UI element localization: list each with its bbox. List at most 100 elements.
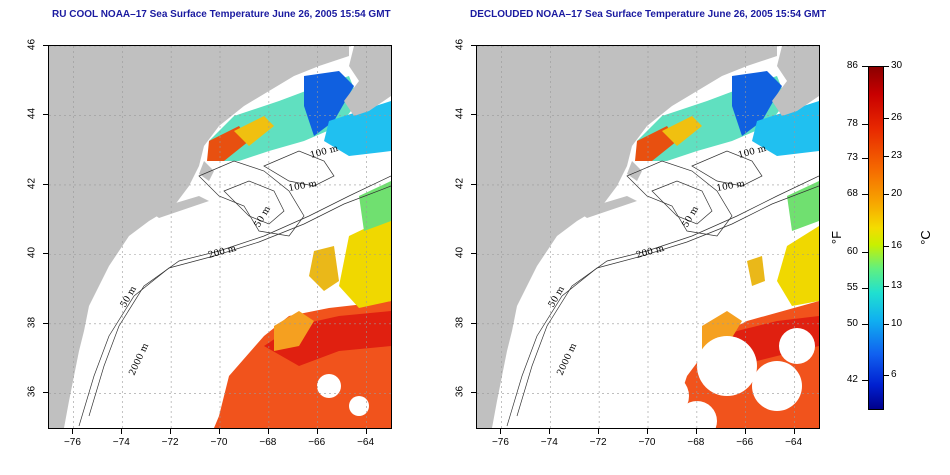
celsius-tick-label: 20 [891,188,903,199]
longitude-tick-label: −64 [357,437,375,448]
longitude-tick-mark [549,429,551,434]
longitude-tick-label: −64 [785,437,803,448]
depth-contour [78,185,391,427]
right-sst-map: 100 m 100 m 50 m 200 m 50 m 2000 m [476,45,820,429]
celsius-tick-mark [883,66,889,67]
fahrenheit-tick-label: 42 [846,374,858,385]
longitude-tick-mark [793,429,795,434]
fahrenheit-tick-mark [862,288,868,289]
celsius-tick-mark [883,375,889,376]
latitude-tick-mark [471,45,476,46]
fahrenheit-tick-label: 86 [846,60,858,71]
nova-scotia-land [772,46,819,116]
longitude-tick-mark [121,429,123,434]
fahrenheit-tick-mark [862,324,868,325]
celsius-tick-label: 26 [891,112,903,123]
celsius-tick-label: 6 [891,369,897,380]
celsius-tick-label: 23 [891,150,903,161]
latitude-tick-mark [471,322,476,324]
bay-of-fundy-cold-water [732,71,782,136]
latitude-tick-mark [43,253,48,255]
nova-scotia-land [344,46,391,116]
longitude-tick-mark [72,429,74,434]
latitude-tick-mark [471,183,476,185]
celsius-tick-mark [883,246,889,247]
longitude-tick-mark [219,429,220,434]
longitude-tick-label: −68 [259,437,277,448]
fahrenheit-tick-label: 60 [846,246,858,257]
latitude-tick-mark [471,392,476,394]
left-sst-map: 100 m 100 m 50 m 200 m 50 m 2000 m [48,45,392,429]
contour-label: 100 m [716,179,746,194]
longitude-tick-mark [695,429,697,434]
depth-contour [263,150,335,187]
fahrenheit-tick-label: 50 [846,318,858,329]
celsius-tick-label: 13 [891,280,903,291]
longitude-tick-label: −76 [491,437,509,448]
fahrenheit-tick-label: 73 [846,152,858,163]
longitude-tick-mark [500,429,502,434]
fahrenheit-tick-mark [862,380,868,381]
scotian-shelf-water [324,101,391,156]
latitude-tick-label: 44 [26,108,38,120]
fahrenheit-tick-mark [862,124,868,125]
cool-shelf-water [787,181,819,231]
longitude-tick-label: −74 [540,437,558,448]
latitude-tick-label: 42 [454,177,466,189]
temperature-colorbar [868,66,884,410]
depth-contour [198,160,305,237]
land-mass [477,46,777,428]
latitude-tick-mark [43,322,48,324]
cool-shelf-water [359,181,391,231]
depth-contour [651,180,713,225]
celsius-tick-mark [883,324,889,325]
fahrenheit-tick-mark [862,194,868,195]
moderate-water-region [339,216,391,308]
gulf-stream-core [264,311,391,366]
depth-contour [88,175,391,417]
longitude-tick-mark [316,429,318,434]
scotian-shelf-water [752,101,819,156]
longitude-tick-label: −74 [112,437,130,448]
warm-eddy [274,311,314,351]
latitude-tick-label: 36 [26,386,38,398]
longitude-tick-label: −76 [63,437,81,448]
latitude-tick-label: 40 [26,247,38,259]
left-panel-title: RU COOL NOAA–17 Sea Surface Temperature … [52,9,391,20]
fahrenheit-unit-label: °F [829,230,845,245]
fahrenheit-tick-label: 78 [846,118,858,129]
depth-contour [516,175,819,417]
latitude-tick-mark [471,253,476,255]
land-mass [49,46,349,428]
latitude-tick-label: 38 [26,316,38,328]
longitude-tick-label: −72 [589,437,607,448]
right-panel-title: DECLOUDED NOAA–17 Sea Surface Temperatur… [470,9,827,20]
moderate-water-region [777,226,819,306]
latitude-tick-mark [43,45,48,46]
longitude-tick-label: −70 [638,437,656,448]
latitude-tick-label: 38 [454,316,466,328]
latitude-tick-label: 44 [454,108,466,120]
longitude-tick-mark [598,429,600,434]
depth-contour [223,180,285,225]
contour-label: 100 m [288,179,318,194]
longitude-tick-label: −68 [687,437,705,448]
latitude-tick-mark [43,183,48,185]
latitude-tick-label: 46 [454,38,466,51]
fahrenheit-tick-mark [862,66,868,67]
latitude-tick-label: 36 [454,386,466,398]
fahrenheit-tick-mark [862,252,868,253]
celsius-tick-label: 10 [891,318,903,329]
longitude-tick-label: −70 [210,437,228,448]
depth-contour [691,150,763,187]
longitude-tick-mark [170,429,172,434]
longitude-tick-mark [744,429,746,434]
celsius-tick-mark [883,286,889,287]
depth-contour [626,160,733,237]
celsius-tick-label: 30 [891,60,903,71]
latitude-tick-label: 40 [454,247,466,259]
depth-contour [506,185,819,427]
fahrenheit-tick-mark [862,158,868,159]
celsius-tick-mark [883,194,889,195]
latitude-tick-mark [471,114,476,116]
